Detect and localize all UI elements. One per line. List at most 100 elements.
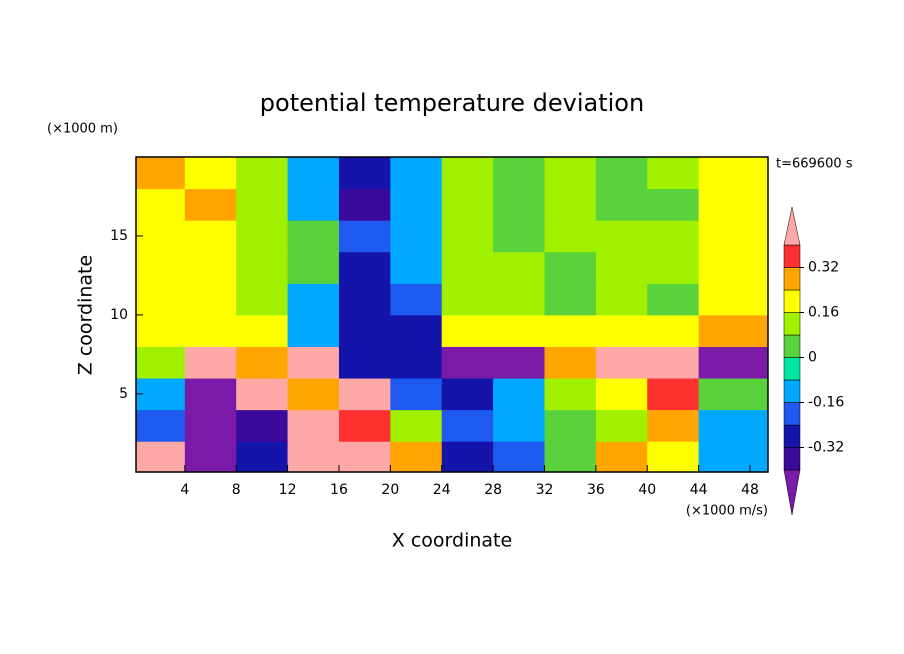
heat-cell — [595, 283, 648, 316]
heat-cell — [698, 378, 769, 411]
heat-cell — [595, 409, 648, 442]
colorbar-segment — [783, 402, 801, 426]
heat-cell — [136, 283, 186, 316]
colorbar-tick-label: 0.32 — [808, 260, 839, 276]
heat-cell — [390, 157, 443, 190]
colorbar-segment — [783, 267, 801, 291]
heat-cell — [338, 378, 391, 411]
colorbar-segment — [783, 334, 801, 358]
heat-cell — [441, 346, 494, 379]
heat-cell — [338, 314, 391, 347]
heat-cell — [441, 378, 494, 411]
heat-cell — [493, 409, 545, 442]
heat-cell — [493, 251, 545, 284]
heat-cell — [390, 314, 443, 347]
x-tick-label: 28 — [484, 482, 502, 498]
heat-cell — [287, 188, 340, 221]
x-tick-label: 16 — [330, 482, 348, 498]
heat-cell — [595, 314, 648, 347]
heat-cell — [338, 441, 391, 473]
heat-cell — [595, 188, 648, 221]
heat-cell — [338, 283, 391, 316]
heat-cell — [287, 409, 340, 442]
heat-cell — [136, 378, 186, 411]
heat-cell — [390, 409, 443, 442]
heat-cell — [595, 220, 648, 253]
colorbar-segment — [783, 289, 801, 313]
heat-cell — [338, 409, 391, 442]
heat-cell — [544, 283, 597, 316]
heat-cell — [236, 220, 289, 253]
heat-cell — [287, 157, 340, 190]
heat-cell — [184, 409, 237, 442]
heat-cell — [390, 346, 443, 379]
heat-cell — [544, 314, 597, 347]
x-unit: (×1000 m/s) — [686, 504, 768, 519]
heat-cell — [493, 346, 545, 379]
heat-cell — [236, 314, 289, 347]
heat-cell — [236, 409, 289, 442]
heat-cell — [647, 220, 700, 253]
x-tick-label: 36 — [587, 482, 605, 498]
heat-cell — [184, 220, 237, 253]
time-label: t=669600 s — [776, 157, 853, 172]
heat-cell — [338, 157, 391, 190]
heat-cell — [544, 251, 597, 284]
colorbar-segment — [783, 379, 801, 403]
heat-cell — [493, 220, 545, 253]
colorbar-segment — [783, 424, 801, 448]
x-axis-title: X coordinate — [392, 530, 512, 552]
heat-cell — [647, 378, 700, 411]
colorbar-tick-label: -0.16 — [808, 395, 844, 411]
y-unit: (×1000 m) — [47, 122, 118, 137]
heat-cell — [595, 378, 648, 411]
heat-cell — [544, 188, 597, 221]
colorbar-tick-label: -0.32 — [808, 440, 844, 456]
heat-cell — [647, 441, 700, 473]
colorbar-segment — [783, 312, 801, 336]
heat-cell — [287, 283, 340, 316]
x-tick-label: 20 — [381, 482, 399, 498]
heat-cell — [136, 251, 186, 284]
heat-cell — [184, 346, 237, 379]
y-tick-label: 10 — [110, 307, 128, 323]
heat-cell — [698, 314, 769, 347]
heat-cell — [647, 409, 700, 442]
heat-cell — [647, 314, 700, 347]
heat-cell — [390, 251, 443, 284]
heat-cell — [236, 441, 289, 473]
heat-cell — [287, 314, 340, 347]
heat-cell — [338, 251, 391, 284]
heat-cell — [287, 346, 340, 379]
heat-cell — [390, 220, 443, 253]
heat-cell — [236, 378, 289, 411]
heat-cell — [441, 441, 494, 473]
heat-cell — [493, 441, 545, 473]
x-tick-label: 32 — [536, 482, 554, 498]
heat-cell — [441, 314, 494, 347]
heat-cell — [493, 314, 545, 347]
heat-cell — [287, 251, 340, 284]
heat-cell — [647, 283, 700, 316]
heat-cell — [390, 378, 443, 411]
colorbar-tick-label: 0 — [808, 350, 817, 366]
heat-cell — [184, 441, 237, 473]
heat-cell — [184, 157, 237, 190]
heat-cell — [544, 441, 597, 473]
heat-cell — [236, 157, 289, 190]
heat-cell — [493, 157, 545, 190]
heat-cell — [136, 346, 186, 379]
heat-cell — [236, 283, 289, 316]
heat-cell — [595, 346, 648, 379]
x-tick-label: 40 — [638, 482, 656, 498]
chart-title: potential temperature deviation — [260, 89, 644, 117]
heat-cell — [544, 157, 597, 190]
heat-cell — [441, 409, 494, 442]
x-tick-label: 48 — [741, 482, 759, 498]
heat-cell — [184, 378, 237, 411]
heat-cell — [136, 441, 186, 473]
heat-cell — [287, 220, 340, 253]
heat-cell — [441, 157, 494, 190]
heat-cell — [236, 188, 289, 221]
heat-cell — [390, 283, 443, 316]
